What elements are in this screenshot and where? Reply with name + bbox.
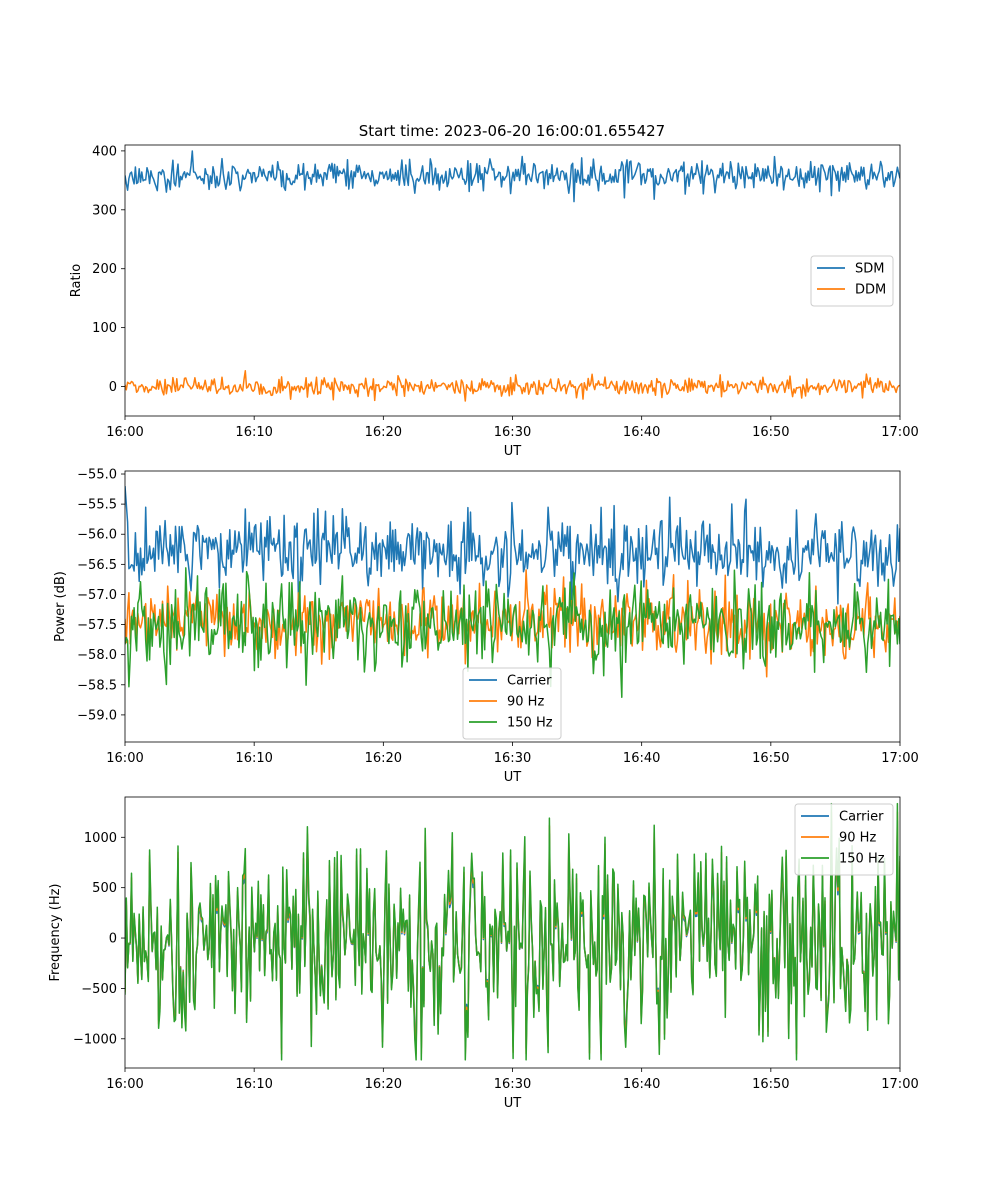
y-axis-label: Frequency (Hz) [48, 883, 63, 981]
series-line-ddm [125, 370, 900, 402]
ratio-panel: 16:00 16:10 16:20 16:30 16:40 16:50 17:00 0 100 2… [69, 144, 919, 459]
x-axis-label: UT [504, 1096, 522, 1111]
x-axis-label: UT [504, 444, 522, 459]
y-tick-label: −57.0 [77, 588, 117, 603]
legend-label: Carrier [839, 810, 884, 825]
series-line-carrier [125, 486, 900, 605]
x-tick-label: 16:00 [106, 1077, 143, 1092]
legend: SDM DDM [810, 255, 894, 307]
legend-label: DDM [855, 283, 886, 298]
x-tick-label: 16:30 [494, 425, 531, 440]
chart-title: Start time: 2023-06-20 16:00:01.655427 [359, 122, 665, 140]
x-tick-label: 16:40 [623, 1077, 660, 1092]
legend: Carrier 90 Hz 150 Hz [794, 803, 894, 876]
y-axis-label: Power (dB) [53, 571, 68, 642]
y-tick-label: 200 [92, 262, 117, 277]
y-tick-label: −500 [81, 982, 117, 997]
legend-label: 90 Hz [507, 695, 544, 710]
y-tick-label: −55.0 [77, 468, 117, 483]
legend: Carrier 90 Hz 150 Hz [462, 667, 562, 740]
x-tick-label: 16:50 [752, 751, 789, 766]
legend-label: 90 Hz [839, 831, 876, 846]
legend-label: Carrier [507, 674, 552, 689]
y-tick-label: 0 [109, 932, 117, 947]
x-tick-label: 17:00 [881, 1077, 918, 1092]
y-tick-label: −56.0 [77, 528, 117, 543]
y-tick-label: −1000 [73, 1032, 117, 1047]
y-tick-label: −56.5 [77, 558, 117, 573]
x-tick-label: 16:10 [235, 751, 272, 766]
power-panel: 16:00 16:10 16:20 16:30 16:40 16:50 17:00 −55.0… [53, 468, 919, 785]
x-tick-label: 16:20 [365, 425, 402, 440]
series-line-sdm [125, 150, 900, 203]
series-line-150-hz [125, 802, 900, 1061]
y-tick-label: 1000 [84, 831, 117, 846]
x-tick-label: 16:10 [235, 425, 272, 440]
y-tick-label: −58.5 [77, 678, 117, 693]
x-tick-label: 16:40 [623, 751, 660, 766]
x-tick-label: 16:30 [494, 1077, 531, 1092]
x-tick-label: 16:20 [365, 1077, 402, 1092]
x-tick-label: 17:00 [881, 751, 918, 766]
x-tick-label: 16:00 [106, 425, 143, 440]
x-tick-label: 16:30 [494, 751, 531, 766]
y-tick-label: −59.0 [77, 708, 117, 723]
legend-label: SDM [855, 262, 884, 277]
series-line-150-hz [125, 567, 900, 699]
y-tick-label: 300 [92, 203, 117, 218]
y-tick-label: 500 [92, 881, 117, 896]
y-tick-label: 100 [92, 321, 117, 336]
legend-label: 150 Hz [507, 716, 553, 731]
x-tick-label: 17:00 [881, 425, 918, 440]
x-tick-label: 16:10 [235, 1077, 272, 1092]
x-tick-label: 16:20 [365, 751, 402, 766]
y-axis-label: Ratio [69, 264, 84, 297]
y-tick-label: 0 [109, 380, 117, 395]
x-tick-label: 16:00 [106, 751, 143, 766]
x-axis-label: UT [504, 770, 522, 785]
x-tick-label: 16:50 [752, 1077, 789, 1092]
legend-label: 150 Hz [839, 852, 885, 867]
y-tick-label: 400 [92, 144, 117, 159]
x-tick-label: 16:50 [752, 425, 789, 440]
y-tick-label: −57.5 [77, 618, 117, 633]
y-tick-label: −55.5 [77, 498, 117, 513]
frequency-panel: 16:00 16:10 16:20 16:30 16:40 16:50 17:00 −1000… [48, 796, 919, 1111]
y-tick-label: −58.0 [77, 648, 117, 663]
x-tick-label: 16:40 [623, 425, 660, 440]
